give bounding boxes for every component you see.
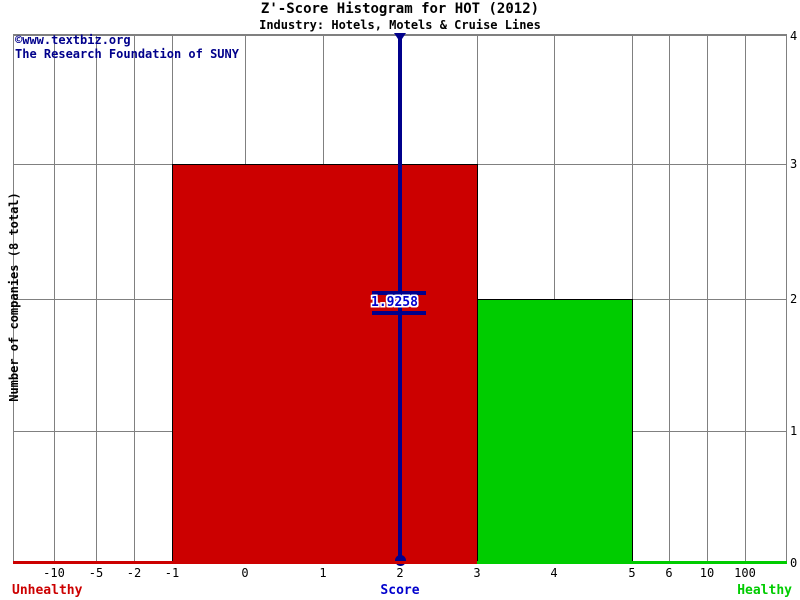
gridline-v	[96, 34, 97, 563]
annotation-healthy: Healthy	[737, 583, 792, 598]
marker-cap-top	[372, 291, 426, 295]
gridline-v	[669, 34, 670, 563]
gridline-v	[554, 34, 555, 563]
x-tick-label: 10	[699, 566, 715, 580]
x-tick-label: 0	[241, 566, 249, 580]
x-axis-segment-healthy	[477, 561, 787, 564]
histogram-bar-unhealthy	[172, 164, 478, 563]
x-axis-label: Score	[380, 583, 420, 598]
x-tick-label: -10	[43, 566, 65, 580]
annotation-unhealthy: Unhealthy	[12, 583, 83, 598]
credit-line-1: ©www.textbiz.org	[15, 33, 131, 47]
gridline-v	[54, 34, 55, 563]
x-axis-segment-unhealthy	[172, 561, 477, 564]
gridline-v	[745, 34, 746, 563]
marker-value-label: 1.9258	[371, 295, 418, 310]
marker-arrow-icon	[394, 33, 406, 42]
y-tick-label: 0	[790, 556, 798, 570]
chart-title: Z'-Score Histogram for HOT (2012)	[260, 1, 540, 17]
plot-border-left	[13, 34, 14, 563]
x-tick-label: 5	[628, 566, 636, 580]
x-tick-label: -5	[88, 566, 104, 580]
chart-subtitle: Industry: Hotels, Motels & Cruise Lines	[259, 18, 541, 32]
y-axis-label: Number of companies (8 total)	[7, 192, 21, 402]
gridline-v	[134, 34, 135, 563]
x-tick-label: -2	[126, 566, 142, 580]
histogram-bar-healthy	[477, 299, 633, 563]
x-axis-segment-unhealthy	[13, 561, 172, 564]
marker-line	[398, 38, 402, 563]
y-tick-label: 4	[790, 29, 798, 43]
x-tick-label: 3	[473, 566, 481, 580]
x-tick-label: 4	[550, 566, 558, 580]
x-tick-label: 100	[734, 566, 756, 580]
y-tick-label: 2	[790, 292, 798, 306]
credit-line-2: The Research Foundation of SUNY	[15, 47, 239, 61]
x-tick-label: 6	[665, 566, 673, 580]
x-tick-label: 1	[319, 566, 327, 580]
x-tick-label: -1	[164, 566, 180, 580]
gridline-v	[632, 34, 633, 563]
marker-cap-bottom	[372, 311, 426, 315]
x-tick-label: 2	[396, 566, 404, 580]
y-tick-label: 3	[790, 157, 798, 171]
gridline-v	[707, 34, 708, 563]
marker-dot-icon	[395, 555, 406, 566]
y-tick-label: 1	[790, 424, 798, 438]
plot-border-right	[786, 34, 787, 563]
